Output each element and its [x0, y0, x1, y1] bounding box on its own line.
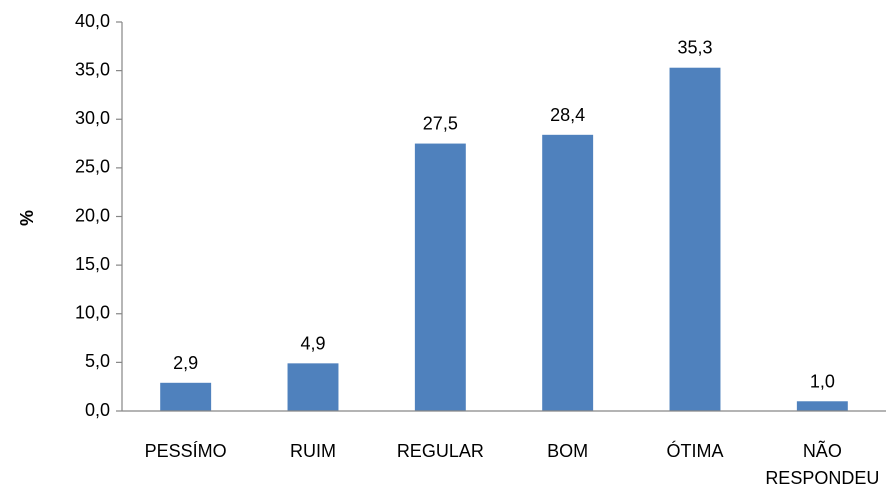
bar: [669, 67, 721, 412]
category-label: REGULAR: [397, 441, 484, 461]
category-label: NÃO: [803, 440, 842, 461]
data-label: 35,3: [677, 38, 712, 58]
bar: [414, 143, 466, 411]
bar: [542, 134, 594, 411]
y-tick-label: 35,0: [75, 59, 110, 79]
bars-group: [160, 67, 848, 412]
y-tick-label: 10,0: [75, 303, 110, 323]
category-label: ÓTIMA: [667, 440, 724, 461]
y-tick-label: 20,0: [75, 205, 110, 225]
y-tick-label: 5,0: [85, 351, 110, 371]
bar: [287, 363, 339, 411]
y-tick-label: 40,0: [75, 11, 110, 31]
data-labels-group: 2,9 4,9 27,5 28,4 35,3 1,0: [173, 38, 835, 392]
y-axis: 0,0 5,0 10,0 15,0 20,0 25,0 30,0 35,0 40,0: [75, 11, 123, 420]
bar: [160, 382, 212, 411]
y-tick-label: 15,0: [75, 254, 110, 274]
y-axis-title: %: [17, 210, 37, 226]
data-label: 2,9: [173, 353, 198, 373]
bar: [796, 401, 848, 411]
category-label: RUIM: [290, 441, 336, 461]
category-label: PESSÍMO: [145, 441, 227, 461]
data-label: 4,9: [300, 333, 325, 353]
data-label: 28,4: [550, 105, 585, 125]
category-labels-group: PESSÍMO RUIM REGULAR BOM ÓTIMA NÃO RESPONDEU: [145, 440, 880, 488]
y-tick-label: 0,0: [85, 400, 110, 420]
data-label: 27,5: [423, 114, 458, 134]
category-label: RESPONDEU: [765, 468, 879, 488]
y-tick-label: 25,0: [75, 157, 110, 177]
y-tick-label: 30,0: [75, 108, 110, 128]
data-label: 1,0: [810, 371, 835, 391]
category-label: BOM: [547, 441, 588, 461]
